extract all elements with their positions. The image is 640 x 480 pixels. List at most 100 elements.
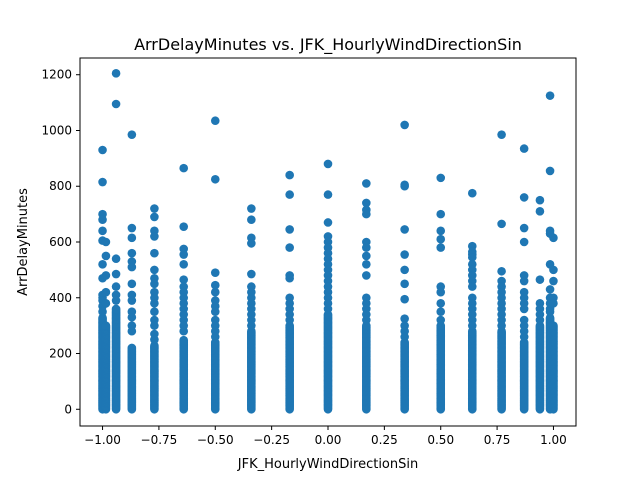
data-point [400, 225, 409, 234]
data-point [150, 321, 159, 330]
data-point [150, 335, 159, 344]
y-tick-label: 1200 [41, 68, 72, 82]
y-tick-label: 1000 [41, 123, 72, 137]
data-point [111, 282, 121, 291]
data-point [519, 304, 529, 314]
x-tick-label: −0.75 [141, 433, 178, 447]
data-point [436, 234, 446, 244]
data-point [111, 269, 121, 279]
data-point [98, 226, 107, 236]
data-point [436, 209, 446, 219]
data-point [436, 307, 446, 317]
data-point [101, 237, 111, 247]
data-point [127, 130, 137, 139]
data-point [285, 170, 294, 180]
y-tick-label: 800 [49, 179, 72, 193]
data-point [400, 332, 409, 342]
data-point [247, 204, 256, 213]
data-point [98, 307, 107, 317]
x-tick-label: 0.25 [371, 433, 398, 447]
data-point [400, 250, 409, 259]
data-point [497, 130, 506, 139]
data-point [127, 312, 137, 322]
data-point [400, 314, 409, 323]
data-point [436, 287, 446, 297]
data-point [179, 260, 189, 269]
data-point [535, 275, 545, 284]
data-point [519, 144, 529, 153]
data-point [111, 99, 121, 109]
data-point [127, 248, 137, 258]
y-tick-label: 600 [49, 235, 72, 249]
data-point [210, 287, 220, 297]
data-point [247, 239, 256, 248]
data-point [150, 265, 159, 275]
data-point [210, 332, 220, 342]
data-point [285, 273, 294, 283]
data-point [323, 159, 333, 169]
data-point [362, 198, 371, 208]
x-axis-ticks: −1.00 −0.75 −0.50 −0.25 0.00 0.25 0.50 0.75 1.00 [84, 426, 567, 447]
data-point [323, 190, 333, 199]
data-point [247, 321, 256, 330]
data-point [101, 321, 111, 330]
data-point [362, 251, 371, 261]
x-axis-label: JFK_HourlyWindDirectionSin [237, 457, 418, 472]
x-tick-label: 1.00 [540, 433, 567, 447]
data-point [436, 243, 446, 252]
data-point [497, 321, 506, 330]
data-point [545, 91, 555, 100]
data-point [179, 275, 189, 284]
data-point [400, 279, 409, 289]
data-point [127, 262, 137, 272]
data-point [150, 299, 159, 308]
data-point [400, 265, 409, 275]
plot-points [98, 69, 558, 414]
data-point [210, 307, 220, 317]
data-point [179, 326, 189, 336]
data-point [150, 341, 159, 351]
data-point [150, 307, 159, 317]
data-point [150, 212, 159, 222]
data-point [497, 219, 506, 229]
data-point [127, 343, 137, 353]
data-point [101, 251, 111, 261]
x-tick-label: −1.00 [84, 433, 121, 447]
data-point [535, 195, 545, 205]
data-point [127, 233, 137, 243]
data-point [98, 145, 107, 155]
data-point [247, 269, 256, 279]
data-point [436, 226, 446, 236]
data-point [549, 299, 558, 308]
data-point [210, 280, 220, 290]
data-point [436, 173, 446, 183]
data-point [127, 296, 137, 305]
data-point [519, 193, 529, 202]
data-point [497, 266, 506, 276]
data-point [362, 315, 371, 325]
x-tick-label: −0.50 [197, 433, 234, 447]
data-point [111, 254, 121, 264]
chart-title: ArrDelayMinutes vs. JFK_HourlyWindDirect… [134, 35, 522, 55]
data-point [179, 335, 189, 345]
data-point [545, 285, 555, 294]
data-point [545, 313, 555, 323]
data-point [362, 179, 371, 188]
data-point [519, 223, 529, 233]
data-point [467, 282, 477, 291]
data-point [535, 207, 545, 216]
x-tick-label: −0.25 [253, 433, 290, 447]
data-point [210, 174, 220, 184]
data-point [101, 287, 111, 297]
data-point [179, 222, 189, 231]
data-point [150, 204, 159, 213]
data-point [111, 69, 121, 78]
data-point [400, 181, 409, 191]
data-point [323, 304, 333, 314]
data-point [519, 276, 529, 286]
data-point [150, 248, 159, 258]
data-point [285, 243, 294, 252]
data-point [535, 315, 545, 325]
data-point [549, 233, 558, 243]
